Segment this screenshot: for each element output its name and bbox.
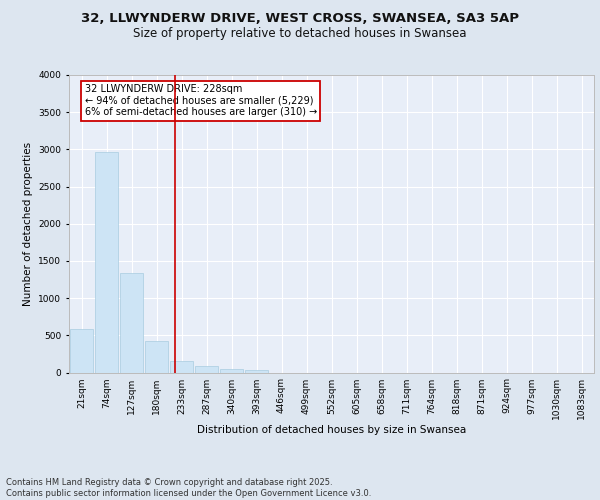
Bar — [245, 370, 268, 372]
Text: 32, LLWYNDERW DRIVE, WEST CROSS, SWANSEA, SA3 5AP: 32, LLWYNDERW DRIVE, WEST CROSS, SWANSEA… — [81, 12, 519, 26]
Bar — [170, 360, 193, 372]
Bar — [95, 152, 118, 372]
Y-axis label: Number of detached properties: Number of detached properties — [23, 142, 33, 306]
Bar — [195, 366, 218, 372]
Text: Contains HM Land Registry data © Crown copyright and database right 2025.
Contai: Contains HM Land Registry data © Crown c… — [6, 478, 371, 498]
Bar — [220, 369, 243, 372]
X-axis label: Distribution of detached houses by size in Swansea: Distribution of detached houses by size … — [197, 425, 466, 435]
Bar — [120, 273, 143, 372]
Bar — [145, 340, 168, 372]
Bar — [70, 328, 93, 372]
Text: 32 LLWYNDERW DRIVE: 228sqm
← 94% of detached houses are smaller (5,229)
6% of se: 32 LLWYNDERW DRIVE: 228sqm ← 94% of deta… — [85, 84, 317, 117]
Text: Size of property relative to detached houses in Swansea: Size of property relative to detached ho… — [133, 28, 467, 40]
